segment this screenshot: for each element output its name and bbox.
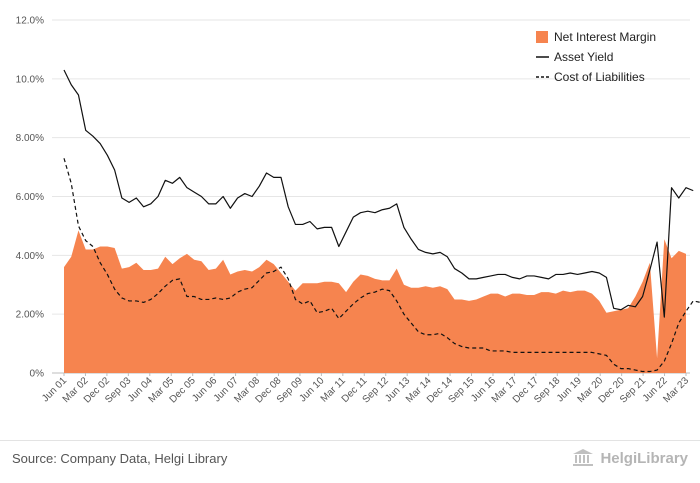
y-tick-label: 8.00%: [16, 133, 44, 144]
legend-swatch-net-interest-margin: [536, 31, 548, 43]
legend: Net Interest Margin Asset Yield Cost of Li…: [536, 30, 656, 84]
legend-label: Net Interest Margin: [554, 30, 656, 44]
brand-logo: HelgiLibrary: [572, 449, 688, 467]
y-tick-label: 0%: [30, 369, 45, 380]
legend-label: Asset Yield: [554, 50, 613, 64]
brand-name: HelgiLibrary: [600, 449, 688, 467]
y-tick-label: 2.00%: [16, 310, 44, 321]
y-tick-label: 12.0%: [16, 16, 44, 27]
series-asset-yield: [63, 69, 694, 318]
source-note: Source: Company Data, Helgi Library: [12, 451, 228, 466]
y-tick-label: 6.00%: [16, 192, 44, 203]
area-series: [64, 230, 686, 373]
series-cost-of-liabilities: [63, 158, 700, 373]
y-axis-ticks: 0% 2.00% 4.00% 6.00% 8.00% 10.0% 12.0%: [16, 16, 44, 380]
y-tick-label: 4.00%: [16, 251, 44, 262]
series-net-interest-margin: [64, 230, 686, 373]
line-series: [63, 69, 700, 373]
legend-label: Cost of Liabilities: [554, 70, 645, 84]
y-tick-label: 10.0%: [16, 74, 44, 85]
library-icon: [573, 449, 594, 466]
footer-divider: [0, 440, 700, 441]
chart: 0% 2.00% 4.00% 6.00% 8.00% 10.0% 12.0% Jun 01M…: [16, 16, 700, 406]
